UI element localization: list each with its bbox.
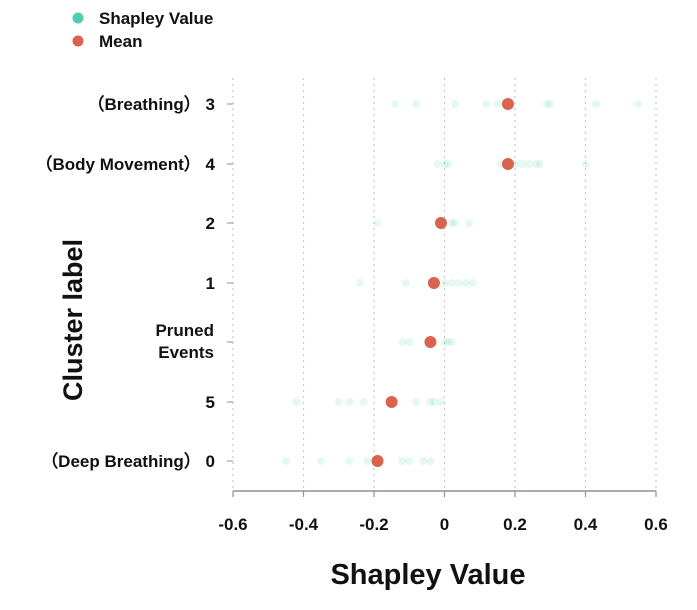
shapley-point [525,160,534,168]
shapley-point [355,279,364,287]
shapley-point [405,338,414,346]
shapley-point [493,100,502,108]
mean-point [371,455,384,467]
shapley-point [546,100,555,108]
shapley-point [518,160,527,168]
mean-point [434,217,447,229]
shapley-point [461,279,470,287]
y-tick-label: 5 [206,393,215,412]
shapley-point [426,398,435,406]
shapley-point [451,219,460,227]
shapley-point [373,219,382,227]
shapley-point [532,160,541,168]
x-axis: -0.6 -0.4 -0.2 0 0.2 0.4 0.6 [218,490,668,534]
x-tick-label: 0 [440,515,449,534]
x-tick-label: -0.4 [289,515,319,534]
mean-point [385,396,398,408]
shapley-point [447,279,456,287]
shapley-point [362,457,371,465]
shapley-point [317,457,326,465]
legend-label-mean: Mean [99,32,142,51]
shapley-point [391,100,400,108]
shapley-point [401,279,410,287]
shapley-point [412,100,421,108]
shapley-point [447,219,456,227]
y-tick-label: 2 [206,214,215,233]
x-axis-title: Shapley Value [330,559,525,591]
y-tick-label: 1 [206,274,215,293]
legend-label-shapley: Shapley Value [99,9,213,28]
shapley-point [468,279,477,287]
shapley-point [440,279,449,287]
shapley-point [334,398,343,406]
shapley-point [359,398,368,406]
x-tick-label: 0.6 [644,515,668,534]
mean-point [501,98,514,110]
shapley-point [292,398,301,406]
shapley-point [535,160,544,168]
mean-point [424,336,437,348]
legend: Shapley Value Mean [72,9,213,51]
shapley-point [412,398,421,406]
shapley-point [454,279,463,287]
shapley-point [440,160,449,168]
shapley-point [444,160,453,168]
shapley-point [405,457,414,465]
shapley-point [465,219,474,227]
shapley-point [426,457,435,465]
mean-points [371,98,514,467]
shapley-point [345,457,354,465]
shapley-point [592,100,601,108]
x-tick-label: -0.6 [218,515,247,534]
y-tick-label: （Breathing） 3 [87,94,215,114]
shapley-point [398,338,407,346]
x-tick-label: -0.2 [359,515,388,534]
y-tick-label: Pruned [155,321,214,340]
legend-marker-mean [72,35,84,47]
shapley-point [440,338,449,346]
y-axis-labels: （Breathing） 3 （Body Movement） 4 2 1 Pruned Ev… [36,94,233,471]
shapley-point [345,398,354,406]
y-tick-label: （Body Movement） 4 [36,154,216,174]
shapley-point [542,100,551,108]
shapley-point [433,160,442,168]
shapley-point [436,398,445,406]
shapley-point [429,398,438,406]
shapley-point [444,338,453,346]
shapley-points [281,100,643,465]
y-tick-label: （Deep Breathing） 0 [41,451,215,471]
shapley-point [419,457,428,465]
shapley-point [482,100,491,108]
shapley-point [634,100,643,108]
shapley-point [581,160,590,168]
mean-point [427,277,440,289]
shapley-point [451,100,460,108]
y-tick-label: Events [158,343,214,362]
x-tick-label: 0.2 [503,515,527,534]
shapley-point [447,338,456,346]
shapley-point [281,457,290,465]
y-axis-title: Cluster label [58,239,88,401]
legend-marker-shapley [72,12,84,24]
x-tick-label: 0.4 [574,515,598,534]
mean-point [501,158,514,170]
shapley-point [398,457,407,465]
